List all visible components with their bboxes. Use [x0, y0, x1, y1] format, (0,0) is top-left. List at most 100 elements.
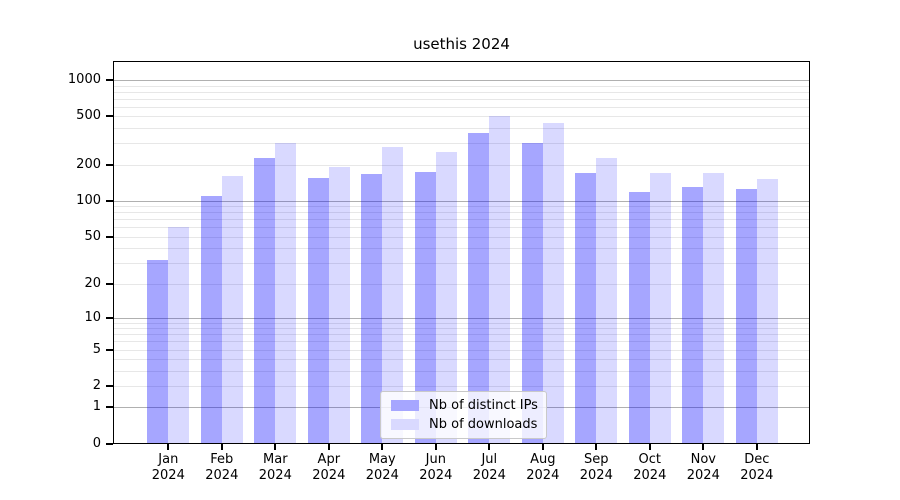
y-tick-label-20: 20 — [84, 275, 101, 291]
gridline-minor-5 — [114, 349, 809, 351]
bar-nb-of-downloads-mar-2024 — [275, 142, 297, 443]
bar-nb-of-downloads-dec-2024 — [756, 179, 778, 443]
gridline-minor-600 — [114, 106, 809, 108]
y-tick-mark-20 — [106, 282, 113, 285]
gridline-major-100 — [114, 200, 809, 202]
bar-nb-of-downloads-may-2024 — [382, 147, 404, 443]
plot-area — [113, 61, 810, 444]
x-tick-mark-aug-2024 — [541, 444, 544, 450]
x-tick-label-mar-2024: Mar 2024 — [258, 452, 292, 483]
bar-nb-of-distinct-ips-nov-2024 — [682, 186, 704, 443]
bar-nb-of-downloads-apr-2024 — [328, 166, 350, 443]
legend-swatch-distinct-ips — [391, 400, 419, 411]
bar-nb-of-distinct-ips-jul-2024 — [468, 132, 490, 443]
y-tick-mark-1000 — [106, 78, 113, 81]
bar-nb-of-distinct-ips-aug-2024 — [521, 142, 543, 443]
x-tick-mark-sep-2024 — [595, 444, 598, 450]
legend-item-distinct-ips: Nb of distinct IPs — [391, 396, 538, 415]
gridline-minor-2 — [114, 386, 809, 388]
bar-nb-of-distinct-ips-apr-2024 — [307, 177, 329, 443]
bar-nb-of-distinct-ips-mar-2024 — [254, 157, 276, 443]
x-tick-mark-may-2024 — [381, 444, 384, 450]
gridline-minor-800 — [114, 91, 809, 93]
bar-nb-of-downloads-jul-2024 — [489, 115, 511, 443]
x-tick-label-jun-2024: Jun 2024 — [419, 452, 453, 483]
x-tick-mark-mar-2024 — [274, 444, 277, 450]
gridline-minor-9 — [114, 322, 809, 324]
gridline-minor-200 — [114, 164, 809, 166]
legend-label-distinct-ips: Nb of distinct IPs — [429, 398, 538, 413]
x-tick-mark-nov-2024 — [702, 444, 705, 450]
y-tick-mark-200 — [106, 163, 113, 166]
bar-nb-of-distinct-ips-jun-2024 — [414, 171, 436, 443]
gridline-minor-20 — [114, 283, 809, 285]
y-tick-mark-0 — [106, 443, 113, 445]
gridline-minor-3 — [114, 370, 809, 372]
gridline-minor-50 — [114, 236, 809, 238]
gridline-minor-40 — [114, 248, 809, 250]
gridlines-layer — [114, 62, 809, 443]
x-tick-mark-dec-2024 — [755, 444, 758, 450]
x-tick-label-feb-2024: Feb 2024 — [205, 452, 239, 483]
gridline-minor-4 — [114, 359, 809, 361]
x-tick-label-nov-2024: Nov 2024 — [686, 452, 720, 483]
bar-nb-of-downloads-aug-2024 — [542, 122, 564, 443]
bar-nb-of-downloads-feb-2024 — [221, 176, 243, 443]
y-tick-mark-2 — [106, 385, 113, 388]
gridline-minor-7 — [114, 334, 809, 336]
y-tick-mark-500 — [106, 115, 113, 118]
x-tick-mark-jul-2024 — [488, 444, 491, 450]
x-tick-mark-jun-2024 — [434, 444, 437, 450]
x-tick-label-apr-2024: Apr 2024 — [312, 452, 346, 483]
y-tick-mark-100 — [106, 199, 113, 202]
y-tick-mark-50 — [106, 235, 113, 238]
chart-title: usethis 2024 — [413, 35, 510, 53]
gridline-minor-8 — [114, 328, 809, 330]
x-tick-mark-feb-2024 — [220, 444, 223, 450]
bar-nb-of-distinct-ips-dec-2024 — [735, 188, 757, 443]
gridline-minor-30 — [114, 263, 809, 265]
bar-nb-of-downloads-jan-2024 — [168, 227, 190, 443]
bar-nb-of-distinct-ips-sep-2024 — [575, 173, 597, 443]
y-tick-label-200: 200 — [76, 156, 101, 172]
gridline-minor-900 — [114, 85, 809, 87]
bar-nb-of-downloads-oct-2024 — [649, 172, 671, 443]
gridline-minor-6 — [114, 341, 809, 343]
x-tick-label-oct-2024: Oct 2024 — [633, 452, 667, 483]
x-tick-label-aug-2024: Aug 2024 — [526, 452, 560, 483]
legend-label-downloads: Nb of downloads — [429, 417, 538, 432]
x-tick-label-dec-2024: Dec 2024 — [740, 452, 774, 483]
y-tick-label-50: 50 — [84, 228, 101, 244]
gridline-minor-700 — [114, 98, 809, 100]
gridline-minor-500 — [114, 116, 809, 118]
bar-nb-of-downloads-jun-2024 — [435, 152, 457, 443]
y-tick-mark-1 — [106, 406, 113, 409]
y-tick-label-2: 2 — [92, 378, 101, 394]
gridline-minor-400 — [114, 128, 809, 130]
gridline-minor-80 — [114, 212, 809, 214]
y-tick-mark-5 — [106, 348, 113, 351]
legend-item-downloads: Nb of downloads — [391, 415, 538, 434]
y-tick-mark-10 — [106, 316, 113, 319]
bars-layer — [114, 62, 809, 443]
y-tick-label-10: 10 — [84, 309, 101, 325]
bar-nb-of-distinct-ips-oct-2024 — [628, 191, 650, 443]
legend: Nb of distinct IPs Nb of downloads — [380, 391, 547, 439]
x-tick-mark-oct-2024 — [648, 444, 651, 450]
y-tick-label-100: 100 — [76, 192, 101, 208]
gridline-major-1000 — [114, 79, 809, 81]
y-tick-label-1: 1 — [92, 399, 101, 415]
gridline-minor-60 — [114, 227, 809, 229]
gridline-minor-300 — [114, 143, 809, 145]
bar-nb-of-distinct-ips-feb-2024 — [200, 195, 222, 443]
x-tick-mark-jan-2024 — [167, 444, 170, 450]
y-tick-label-1000: 1000 — [67, 71, 101, 87]
bar-nb-of-distinct-ips-jan-2024 — [147, 259, 169, 443]
bar-nb-of-downloads-sep-2024 — [596, 157, 618, 443]
y-tick-label-5: 5 — [92, 341, 101, 357]
x-tick-label-may-2024: May 2024 — [365, 452, 399, 483]
gridline-major-10 — [114, 317, 809, 319]
bar-nb-of-downloads-nov-2024 — [703, 173, 725, 443]
gridline-minor-90 — [114, 206, 809, 208]
